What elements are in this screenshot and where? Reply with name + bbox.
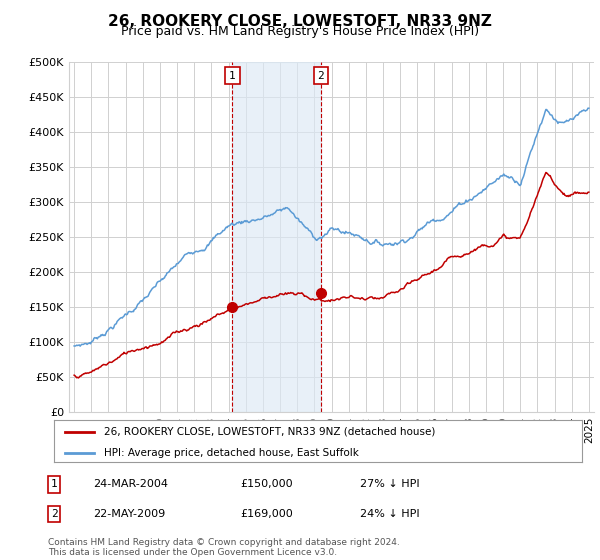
Text: 2: 2 (317, 71, 324, 81)
Text: 24-MAR-2004: 24-MAR-2004 (93, 479, 168, 489)
Text: 26, ROOKERY CLOSE, LOWESTOFT, NR33 9NZ (detached house): 26, ROOKERY CLOSE, LOWESTOFT, NR33 9NZ (… (104, 427, 436, 437)
Text: 1: 1 (50, 479, 58, 489)
Text: £169,000: £169,000 (240, 509, 293, 519)
Text: 22-MAY-2009: 22-MAY-2009 (93, 509, 165, 519)
Text: Price paid vs. HM Land Registry's House Price Index (HPI): Price paid vs. HM Land Registry's House … (121, 25, 479, 38)
Text: 27% ↓ HPI: 27% ↓ HPI (360, 479, 419, 489)
Text: 24% ↓ HPI: 24% ↓ HPI (360, 509, 419, 519)
Text: £150,000: £150,000 (240, 479, 293, 489)
Text: 1: 1 (229, 71, 236, 81)
Text: 2: 2 (50, 509, 58, 519)
Text: HPI: Average price, detached house, East Suffolk: HPI: Average price, detached house, East… (104, 448, 359, 458)
Bar (232, 62, 321, 412)
Text: 26, ROOKERY CLOSE, LOWESTOFT, NR33 9NZ: 26, ROOKERY CLOSE, LOWESTOFT, NR33 9NZ (108, 14, 492, 29)
Text: Contains HM Land Registry data © Crown copyright and database right 2024.
This d: Contains HM Land Registry data © Crown c… (48, 538, 400, 557)
